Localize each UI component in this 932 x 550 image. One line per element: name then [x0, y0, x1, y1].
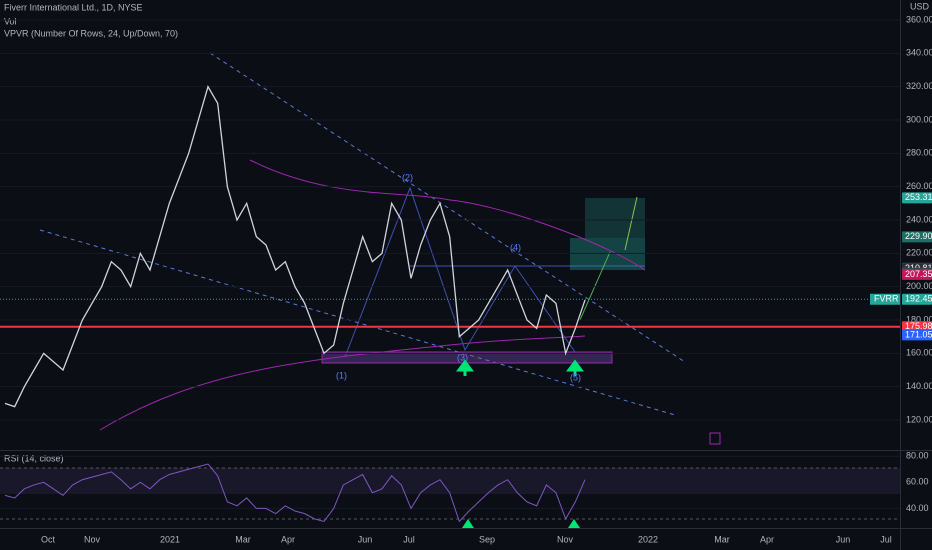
- y-tick-label: 260.00: [906, 181, 932, 191]
- target-box: [570, 238, 645, 270]
- y-tick-label: 140.00: [906, 381, 932, 391]
- y-tick-label: 240.00: [906, 214, 932, 224]
- rsi-tick-label: 40.00: [906, 503, 929, 513]
- rsi-band: [0, 468, 900, 494]
- x-tick-label: Mar: [235, 534, 251, 544]
- price-tag-label: 207.35: [905, 269, 932, 279]
- wave-label: (2): [402, 172, 413, 182]
- x-tick-label: Oct: [41, 534, 56, 544]
- trendline: [39, 229, 676, 416]
- rsi-arrow: [462, 519, 474, 528]
- y-tick-label: 340.00: [906, 48, 932, 58]
- moving-average: [249, 159, 646, 271]
- ticker-tag: [870, 293, 900, 305]
- price-tag: [902, 192, 932, 204]
- x-tick-label: Mar: [714, 534, 730, 544]
- price-pane: [0, 0, 900, 450]
- y-tick-label: 160.00: [906, 348, 932, 358]
- price-tag: [902, 293, 932, 305]
- y-tick-label: 280.00: [906, 148, 932, 158]
- x-tick-label: Apr: [281, 534, 295, 544]
- trendline: [209, 52, 686, 363]
- y-tick-label: 180.00: [906, 314, 932, 324]
- rsi-pane: [0, 451, 900, 528]
- y-tick-label: 200.00: [906, 281, 932, 291]
- price-tag-label: 192.45: [905, 294, 932, 304]
- wave-label: (3): [457, 352, 468, 362]
- x-tick-label: Nov: [84, 534, 101, 544]
- x-tick-label: Jun: [836, 534, 851, 544]
- indicator: VPVR (Number Of Rows, 24, Up/Down, 70): [4, 28, 178, 38]
- y-tick-label: 360.00: [906, 14, 932, 24]
- x-tick-label: 2022: [638, 534, 658, 544]
- x-tick-label: Jul: [880, 534, 892, 544]
- price-tag-label: 229.90: [905, 231, 932, 241]
- rsi-arrow: [568, 519, 580, 528]
- projection-arrow: [579, 251, 611, 321]
- y-tick-label: 120.00: [906, 414, 932, 424]
- price-tag: [902, 329, 932, 341]
- earnings-icon: [709, 432, 721, 445]
- target-box: [585, 198, 645, 238]
- buy-arrow: [456, 359, 474, 376]
- price-tag: [902, 268, 932, 280]
- projection-arrow: [624, 196, 638, 251]
- x-tick-label: Apr: [760, 534, 774, 544]
- rsi-title: RSI (14, close): [4, 453, 64, 463]
- wave-label: (1): [336, 370, 347, 380]
- wave-label: (4): [510, 242, 521, 252]
- price-line: [4, 85, 586, 408]
- rsi-tick-label: 60.00: [906, 477, 929, 487]
- x-tick-label: Jul: [403, 534, 415, 544]
- indicator: Vol: [4, 16, 17, 26]
- chart-title: Fiverr International Ltd., 1D, NYSE: [4, 2, 143, 12]
- x-tick-label: Jun: [358, 534, 373, 544]
- price-tag-label: 171.05: [905, 329, 932, 339]
- y-tick-label: 220.00: [906, 248, 932, 258]
- ticker-label: FVRR: [874, 294, 899, 304]
- moving-average: [99, 335, 586, 431]
- y-tick-label: 320.00: [906, 81, 932, 91]
- x-tick-label: 2021: [160, 534, 180, 544]
- price-tag-label: 253.31: [905, 192, 932, 202]
- rsi-line: [4, 463, 586, 523]
- price-tag-label: 175.98: [905, 321, 932, 331]
- currency: USD: [910, 1, 930, 11]
- buy-arrow: [566, 359, 584, 376]
- y-tick-label: 300.00: [906, 114, 932, 124]
- wave-label: (5): [570, 372, 581, 382]
- wave-path: [344, 186, 576, 358]
- x-tick-label: Nov: [557, 534, 574, 544]
- rsi-tick-label: 80.00: [906, 451, 929, 461]
- price-tag: [902, 231, 932, 243]
- x-tick-label: Sep: [479, 534, 495, 544]
